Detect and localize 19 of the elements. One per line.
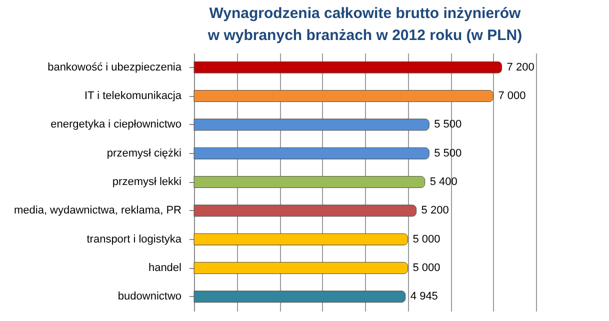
y-tick-label: budownictwo bbox=[118, 290, 182, 303]
y-tick-label: energetyka i ciepłownictwo bbox=[50, 118, 182, 131]
data-label: 7 200 bbox=[506, 61, 534, 74]
y-tick-label: handel bbox=[148, 262, 182, 274]
y-tick-label: bankowość i ubezpieczenia bbox=[48, 61, 182, 74]
data-label: 5 000 bbox=[412, 233, 440, 246]
y-tick-label: media, wydawnictwa, reklama, PR bbox=[14, 204, 182, 217]
chart-title: Wynagrodzenia całkowite brutto inżynierów w wybranych branżach w 2012 roku (w PLN) bbox=[206, 5, 522, 44]
data-label: 5 000 bbox=[412, 262, 440, 274]
y-tick-label: przemysł ciężki bbox=[106, 147, 182, 160]
data-label: 4 945 bbox=[410, 290, 438, 303]
data-label: 7 000 bbox=[498, 90, 526, 102]
data-label: 5 500 bbox=[434, 118, 462, 131]
data-label: 5 400 bbox=[430, 176, 458, 188]
y-tick-label: IT i telekomunikacja bbox=[84, 90, 182, 102]
y-tick-label: transport i logistyka bbox=[86, 233, 182, 246]
data-label: 5 200 bbox=[421, 204, 449, 217]
data-label: 5 500 bbox=[434, 147, 462, 160]
y-tick-label: przemysł lekki bbox=[112, 176, 182, 188]
